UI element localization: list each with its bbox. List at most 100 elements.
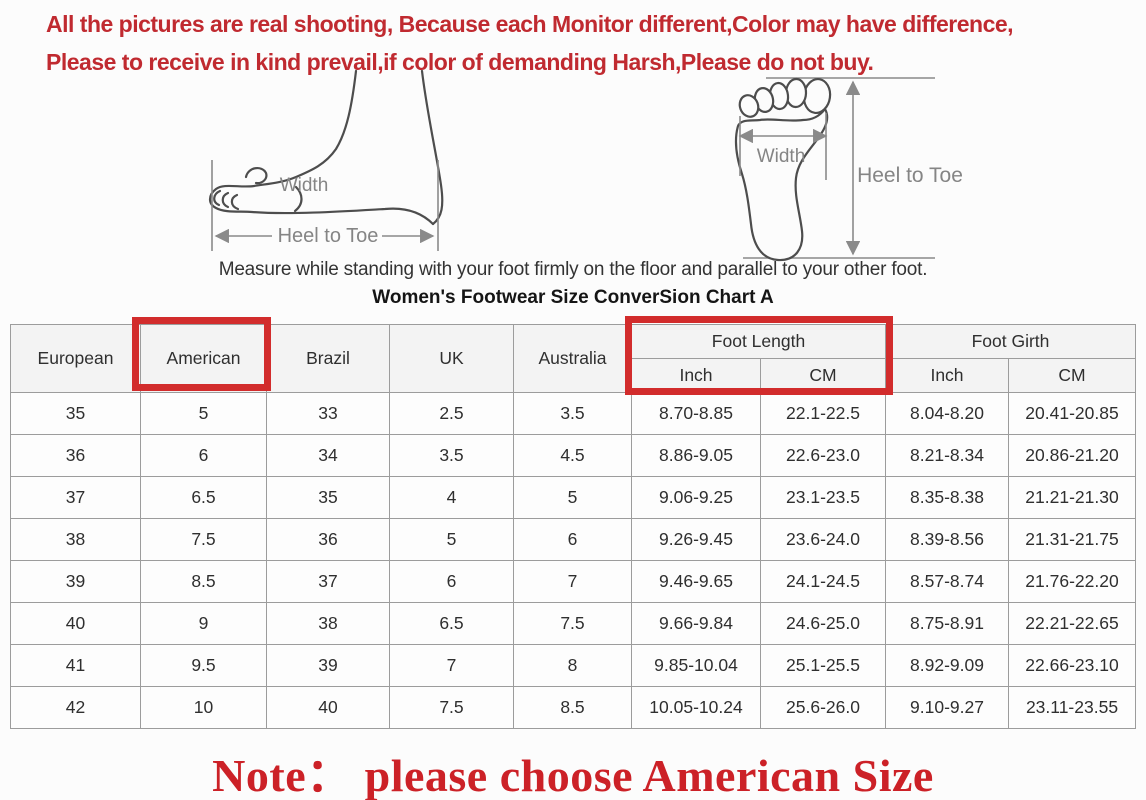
table-cell: 41 (10, 644, 141, 687)
toe-curl-3 (230, 193, 240, 211)
table-cell: 9.06-9.25 (631, 476, 761, 519)
table-cell: 9.46-9.65 (631, 560, 761, 603)
table-row: 35 5 33 2.5 3.5 8.70-8.85 22.1-22.5 8.04-8.20 20… (10, 392, 1136, 435)
table-cell: 6.5 (389, 602, 514, 645)
table-cell: 8.39-8.56 (885, 518, 1009, 561)
table-cell: 5 (389, 518, 514, 561)
table-cell: 35 (10, 392, 141, 435)
table-cell: 3.5 (513, 392, 632, 435)
col-header-european: European (10, 324, 141, 393)
table-cell: 8.86-9.05 (631, 434, 761, 477)
measure-instruction: Measure while standing with your foot fi… (218, 259, 928, 280)
table-cell: 5 (513, 476, 632, 519)
foot-sole-outline (734, 107, 829, 262)
table-cell: 23.11-23.55 (1008, 686, 1136, 729)
table-cell: 9.85-10.04 (631, 644, 761, 687)
table-cell: 9.26-9.45 (631, 518, 761, 561)
col-header-brazil: Brazil (266, 324, 390, 393)
table-title: Women's Footwear Size ConverSion Chart A (372, 287, 774, 308)
subheader-foot-length-inch: Inch (631, 358, 761, 393)
subheader-foot-girth-inch: Inch (885, 358, 1009, 393)
table-cell: 8.5 (513, 686, 632, 729)
table-cell: 25.1-25.5 (760, 644, 886, 687)
table-cell: 21.21-21.30 (1008, 476, 1136, 519)
table-row: 37 6.5 35 4 5 9.06-9.25 23.1-23.5 8.35-8.38 21.2… (10, 476, 1136, 519)
table-cell: 6 (389, 560, 514, 603)
table-cell: 7.5 (140, 518, 267, 561)
table-cell: 9.10-9.27 (885, 686, 1009, 729)
width-band-top (244, 167, 268, 185)
warning-line-2: Please to receive in kind prevail,if col… (46, 49, 874, 75)
foot-side-view-diagram: Width Heel to Toe (208, 69, 444, 251)
table-cell: 40 (10, 602, 141, 645)
warning-line-1: All the pictures are real shooting, Beca… (46, 11, 1014, 37)
foot-side-outline (208, 69, 435, 226)
size-conversion-table: European American Brazil UK Australia Fo… (10, 324, 1136, 729)
table-cell: 24.6-25.0 (760, 602, 886, 645)
foot-side-backleg-line (420, 69, 444, 226)
table-cell: 21.76-22.20 (1008, 560, 1136, 603)
table-cell: 7 (389, 644, 514, 687)
table-cell: 8.04-8.20 (885, 392, 1009, 435)
subheader-foot-length-cm: CM (760, 358, 886, 393)
table-cell: 6 (513, 518, 632, 561)
table-cell: 9.66-9.84 (631, 602, 761, 645)
table-cell: 38 (266, 602, 390, 645)
table-row: 42 10 40 7.5 8.5 10.05-10.24 25.6-26.0 9.10-9.2… (10, 686, 1136, 729)
pinky-toe (738, 94, 760, 118)
table-cell: 39 (10, 560, 141, 603)
table-row: 41 9.5 39 7 8 9.85-10.04 25.1-25.5 8.92-9.09 22.… (10, 644, 1136, 687)
table-cell: 22.66-23.10 (1008, 644, 1136, 687)
table-cell: 8 (513, 644, 632, 687)
table-cell: 22.6-23.0 (760, 434, 886, 477)
bottom-width-label: Width (757, 146, 806, 167)
table-cell: 10 (140, 686, 267, 729)
table-cell: 8.21-8.34 (885, 434, 1009, 477)
table-cell: 20.86-21.20 (1008, 434, 1136, 477)
table-cell: 8.57-8.74 (885, 560, 1009, 603)
table-cell: 7.5 (513, 602, 632, 645)
table-cell: 35 (266, 476, 390, 519)
table-cell: 9.5 (140, 644, 267, 687)
table-row: 38 7.5 36 5 6 9.26-9.45 23.6-24.0 8.39-8.56 21.3… (10, 518, 1136, 561)
table-cell: 20.41-20.85 (1008, 392, 1136, 435)
table-cell: 5 (140, 392, 267, 435)
table-cell: 8.75-8.91 (885, 602, 1009, 645)
table-cell: 6 (140, 434, 267, 477)
table-cell: 36 (266, 518, 390, 561)
width-band-bottom (293, 185, 303, 213)
table-cell: 23.1-23.5 (760, 476, 886, 519)
table-cell: 33 (266, 392, 390, 435)
table-cell: 24.1-24.5 (760, 560, 886, 603)
subheader-foot-girth-cm: CM (1008, 358, 1136, 393)
table-cell: 25.6-26.0 (760, 686, 886, 729)
table-cell: 7 (513, 560, 632, 603)
table-cell: 22.1-22.5 (760, 392, 886, 435)
table-cell: 37 (10, 476, 141, 519)
col-group-foot-girth: Foot Girth (885, 324, 1136, 359)
table-cell: 22.21-22.65 (1008, 602, 1136, 645)
table-cell: 4.5 (513, 434, 632, 477)
table-cell: 34 (266, 434, 390, 477)
foot-bottom-view-diagram: Width Heel to Toe (734, 77, 963, 262)
color-warning-text: All the pictures are real shooting, Beca… (46, 5, 1136, 81)
table-cell: 37 (266, 560, 390, 603)
toe-curl-1 (213, 189, 222, 207)
table-row: 40 9 38 6.5 7.5 9.66-9.84 24.6-25.0 8.75-8.91 22… (10, 602, 1136, 645)
table-cell: 6.5 (140, 476, 267, 519)
side-heel-to-toe-label: Heel to Toe (278, 225, 379, 247)
col-header-american: American (140, 324, 267, 393)
col-header-australia: Australia (513, 324, 632, 393)
table-cell: 4 (389, 476, 514, 519)
table-cell: 3.5 (389, 434, 514, 477)
table-cell: 36 (10, 434, 141, 477)
toe-curl-2 (221, 191, 230, 209)
table-row: 36 6 34 3.5 4.5 8.86-9.05 22.6-23.0 8.21-8.34 20… (10, 434, 1136, 477)
table-cell: 2.5 (389, 392, 514, 435)
table-cell: 42 (10, 686, 141, 729)
table-cell: 10.05-10.24 (631, 686, 761, 729)
table-cell: 40 (266, 686, 390, 729)
table-cell: 8.5 (140, 560, 267, 603)
side-width-label: Width (280, 175, 329, 196)
